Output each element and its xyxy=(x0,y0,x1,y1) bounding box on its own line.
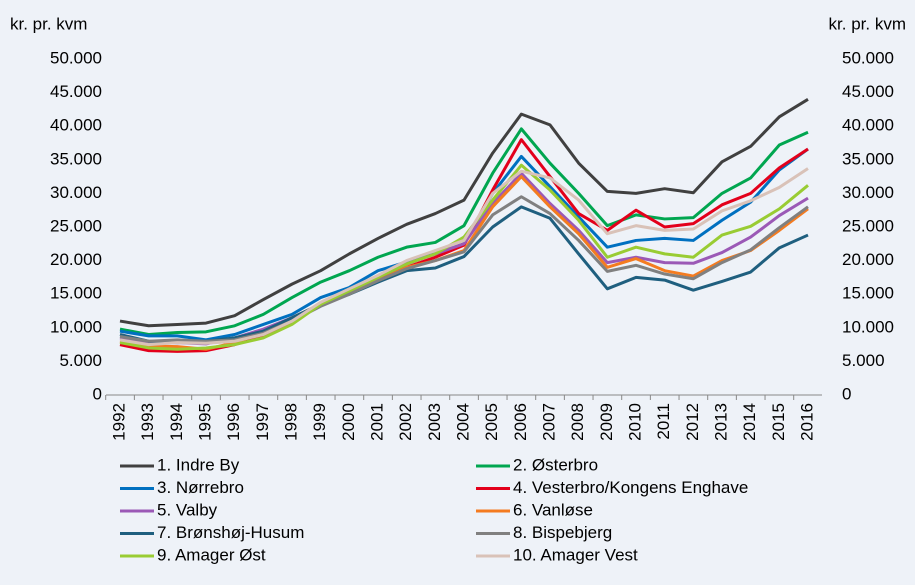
y2-tick-label: 35.000 xyxy=(842,149,894,168)
y2-tick-label: 20.000 xyxy=(842,250,894,269)
x-tick-label: 2001 xyxy=(367,403,386,441)
x-tick-label: 1992 xyxy=(109,403,128,441)
x-tick-label: 2009 xyxy=(597,403,616,441)
y-tick-label: 5.000 xyxy=(59,351,102,370)
x-tick-label: 1995 xyxy=(195,403,214,441)
y-tick-label: 50.000 xyxy=(50,48,102,67)
x-tick-label: 2008 xyxy=(568,403,587,441)
x-tick-label: 2000 xyxy=(339,403,358,441)
x-tick-label: 2012 xyxy=(683,403,702,441)
y-tick-label: 30.000 xyxy=(50,183,102,202)
x-tick-label: 2016 xyxy=(797,403,816,441)
x-tick-label: 2015 xyxy=(769,403,788,441)
series-line xyxy=(119,127,809,337)
y2-tick-label: 30.000 xyxy=(842,183,894,202)
y-tick-label: 35.000 xyxy=(50,149,102,168)
series-line xyxy=(119,167,809,347)
x-tick-label: 2003 xyxy=(425,403,444,441)
x-tick-label: 2006 xyxy=(511,403,530,441)
series-line xyxy=(119,205,809,345)
legend-label: 8. Bispebjerg xyxy=(513,523,612,542)
x-tick-label: 2005 xyxy=(482,403,501,441)
y-tick-label: 25.000 xyxy=(50,216,102,235)
x-tick-label: 2013 xyxy=(711,403,730,441)
series-line xyxy=(119,163,809,351)
legend-label: 2. Østerbro xyxy=(513,455,598,474)
series-line xyxy=(119,175,809,351)
legend-label: 1. Indre By xyxy=(157,455,240,474)
legend-label: 9. Amager Øst xyxy=(157,545,266,564)
y2-tick-label: 5.000 xyxy=(842,351,885,370)
y2-tick-label: 25.000 xyxy=(842,216,894,235)
legend-label: 6. Vanløse xyxy=(513,500,593,519)
x-tick-label: 1994 xyxy=(167,403,186,441)
y2-tick-label: 0 xyxy=(842,384,851,403)
y2-tick-label: 50.000 xyxy=(842,48,894,67)
y2-tick-label: 10.000 xyxy=(842,317,894,336)
legend-label: 5. Valby xyxy=(157,500,218,519)
x-tick-label: 2010 xyxy=(625,403,644,441)
y-tick-label: 45.000 xyxy=(50,82,102,101)
legend-label: 3. Nørrebro xyxy=(157,478,244,497)
y2-tick-label: 40.000 xyxy=(842,116,894,135)
y-tick-label: 20.000 xyxy=(50,250,102,269)
y-tick-label: 10.000 xyxy=(50,317,102,336)
y-tick-label: 15.000 xyxy=(50,284,102,303)
x-tick-label: 2002 xyxy=(396,403,415,441)
y2-tick-label: 45.000 xyxy=(842,82,894,101)
x-tick-label: 1998 xyxy=(281,403,300,441)
x-tick-label: 1997 xyxy=(253,403,272,441)
x-tick-label: 1999 xyxy=(310,403,329,441)
x-tick-label: 1996 xyxy=(224,403,243,441)
x-tick-label: 1993 xyxy=(138,403,157,441)
x-tick-label: 2007 xyxy=(539,403,558,441)
y-axis-label: kr. pr. kvm xyxy=(10,14,87,33)
x-tick-label: 2014 xyxy=(740,403,759,441)
y2-tick-label: 15.000 xyxy=(842,284,894,303)
y2-axis-label: kr. pr. kvm xyxy=(829,14,906,33)
x-tick-label: 2011 xyxy=(654,403,673,440)
y-tick-label: 40.000 xyxy=(50,116,102,135)
series-line xyxy=(119,98,809,328)
y-tick-label: 0 xyxy=(93,384,102,403)
legend-label: 7. Brønshøj-Husum xyxy=(157,523,304,542)
x-tick-label: 2004 xyxy=(453,403,472,441)
legend-label: 10. Amager Vest xyxy=(513,545,638,564)
legend-label: 4. Vesterbro/Kongens Enghave xyxy=(513,478,748,497)
